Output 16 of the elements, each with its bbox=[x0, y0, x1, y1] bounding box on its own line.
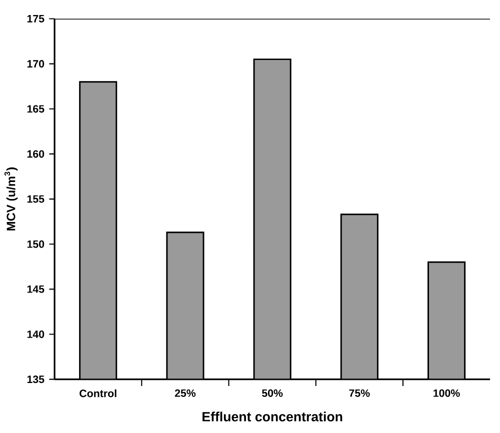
y-tick-label: 145 bbox=[27, 286, 44, 294]
x-tick-label: 25% bbox=[174, 390, 196, 398]
x-tick-label: 75% bbox=[349, 390, 370, 398]
y-tick-label: 165 bbox=[27, 105, 44, 113]
x-tick-label: 100% bbox=[434, 390, 460, 398]
y-tick-label: 175 bbox=[27, 15, 44, 23]
y-tick-label: 160 bbox=[27, 150, 44, 158]
y-tick-label: 155 bbox=[27, 196, 44, 203]
y-axis-title: MCV (u/m$^{3}$) bbox=[4, 168, 18, 231]
x-tick-label: Control bbox=[80, 390, 116, 398]
y-tick-label: 135 bbox=[27, 376, 44, 384]
y-tick-label: 170 bbox=[27, 60, 44, 68]
y-tick-label: 140 bbox=[27, 330, 44, 338]
y-tick-label: 150 bbox=[27, 240, 44, 248]
x-tick-label: 50% bbox=[262, 390, 283, 398]
x-axis-title: Effluent concentration bbox=[202, 412, 342, 422]
